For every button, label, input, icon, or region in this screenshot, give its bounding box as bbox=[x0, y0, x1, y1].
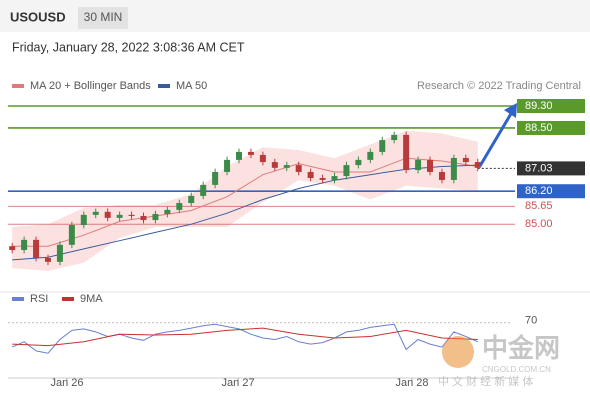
level-label: 85.65 bbox=[525, 200, 553, 212]
timeframe: 30 MIN bbox=[84, 10, 123, 24]
level-label: 87.03 bbox=[525, 162, 553, 174]
legend-label: MA 20 + Bollinger Bands bbox=[30, 80, 151, 92]
level-label: 86.20 bbox=[525, 185, 553, 197]
candle-body bbox=[283, 165, 290, 168]
x-tick-label: Jan 27 bbox=[222, 377, 255, 389]
candle-body bbox=[295, 165, 302, 172]
candle-body bbox=[355, 159, 362, 166]
candle-body bbox=[450, 157, 457, 180]
level-label: 89.30 bbox=[525, 100, 553, 112]
candle-body bbox=[104, 211, 111, 218]
x-tick-label: Jan 28 bbox=[395, 377, 428, 389]
watermark: 中金网 CNGOLD.COM.CN 中 文 财 经 新 媒 体 bbox=[438, 333, 560, 388]
legend-swatch bbox=[62, 297, 74, 301]
level-label: 85.00 bbox=[525, 218, 553, 230]
candle-body bbox=[271, 162, 278, 168]
legend-swatch bbox=[12, 84, 24, 88]
candle-body bbox=[438, 171, 445, 180]
level-box bbox=[517, 120, 585, 135]
candle-body bbox=[128, 214, 135, 216]
candle-body bbox=[391, 134, 398, 141]
rsi-line bbox=[12, 327, 478, 347]
candle-body bbox=[343, 165, 350, 177]
candle-body bbox=[427, 159, 434, 172]
candle-body bbox=[21, 239, 28, 251]
candle-body bbox=[224, 159, 231, 172]
candle-body bbox=[68, 225, 75, 245]
candle-body bbox=[462, 157, 469, 163]
candle-body bbox=[331, 176, 338, 180]
candle-body bbox=[307, 171, 314, 179]
candle-body bbox=[474, 162, 481, 168]
level-box bbox=[517, 184, 585, 199]
rsi-line bbox=[11, 323, 479, 354]
candle-body bbox=[379, 140, 386, 152]
candle-body bbox=[56, 244, 63, 262]
source: Research © 2022 Trading Central bbox=[417, 80, 581, 92]
legend-label: 9MA bbox=[80, 293, 103, 305]
candle-body bbox=[415, 159, 422, 171]
symbol: USOUSD bbox=[10, 9, 66, 24]
candle-body bbox=[9, 246, 16, 251]
legend-label: MA 50 bbox=[176, 80, 207, 92]
candle-body bbox=[188, 195, 195, 204]
candle-body bbox=[164, 209, 171, 215]
candle-body bbox=[152, 214, 159, 221]
level-label: 88.50 bbox=[525, 122, 553, 134]
watermark-title: 中金网 bbox=[482, 333, 560, 363]
ma-line bbox=[12, 164, 478, 261]
ma-line bbox=[12, 157, 478, 247]
bollinger-band bbox=[12, 130, 478, 271]
legend-swatch bbox=[158, 84, 170, 88]
forecast-arrowhead bbox=[504, 103, 517, 118]
candle-body bbox=[140, 215, 147, 221]
timeframe-box bbox=[78, 7, 128, 29]
candle-body bbox=[212, 171, 219, 185]
candle-body bbox=[319, 178, 326, 180]
x-tick-label: Jan 26 bbox=[50, 377, 83, 389]
candle-body bbox=[33, 239, 40, 259]
candle-body bbox=[80, 214, 87, 226]
candle-body bbox=[176, 203, 183, 210]
candle-body bbox=[44, 258, 51, 262]
candle-body bbox=[247, 151, 254, 155]
forecast-arrow bbox=[478, 111, 514, 167]
candle-body bbox=[236, 151, 243, 160]
candle-body bbox=[200, 184, 207, 196]
candle-body bbox=[116, 214, 123, 218]
legend-swatch bbox=[12, 297, 24, 301]
datetime: Friday, January 28, 2022 3:08:36 AM CET bbox=[12, 40, 245, 54]
watermark-url: CNGOLD.COM.CN bbox=[482, 365, 551, 374]
candle-body bbox=[92, 211, 99, 215]
watermark-logo bbox=[442, 336, 474, 368]
watermark-tagline: 中 文 财 经 新 媒 体 bbox=[438, 374, 533, 388]
level-box bbox=[517, 161, 585, 176]
candle-body bbox=[259, 154, 266, 163]
rsi-tick-label: 70 bbox=[525, 315, 537, 327]
candle-body bbox=[403, 134, 410, 171]
legend-label: RSI bbox=[30, 293, 48, 305]
candle-body bbox=[367, 151, 374, 160]
level-box bbox=[517, 98, 585, 113]
